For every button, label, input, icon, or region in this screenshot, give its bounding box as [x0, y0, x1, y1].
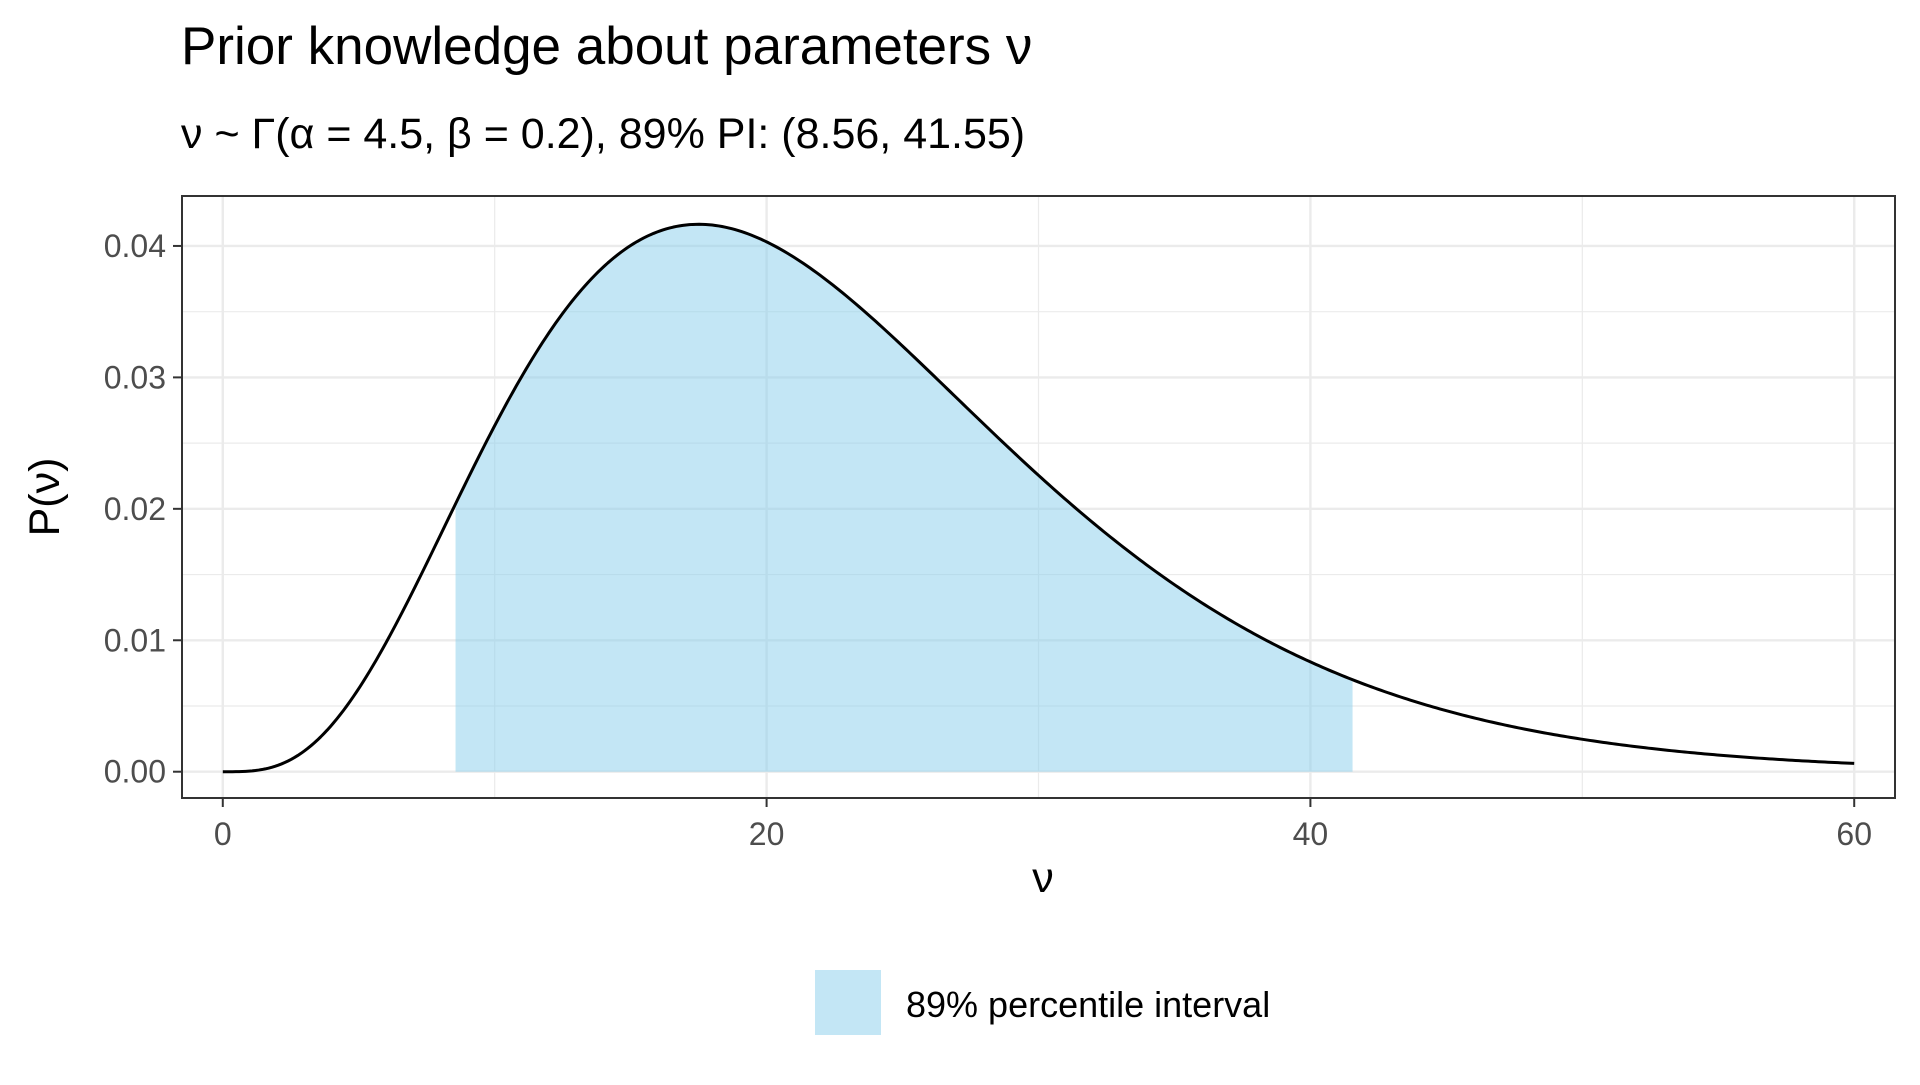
axis-layer: 0 20 40 60 0.00 0.01 0.02 0.03 0.04 [104, 228, 1872, 852]
legend-label: 89% percentile interval [906, 984, 1270, 1025]
legend: 89% percentile interval [815, 970, 1270, 1035]
x-tick-label: 0 [214, 816, 232, 852]
interval-area [455, 224, 1353, 772]
x-axis-title: ν [1032, 854, 1054, 902]
y-tick-label: 0.04 [104, 228, 166, 264]
y-axis-title: P(ν) [21, 458, 69, 537]
chart-title: Prior knowledge about parameters ν [181, 17, 1032, 76]
x-tick-label: 40 [1293, 816, 1329, 852]
y-tick-label: 0.00 [104, 754, 166, 790]
data-layer [222, 222, 1855, 774]
y-tick-label: 0.02 [104, 491, 166, 527]
plot-panel-border [181, 195, 1896, 799]
density-curve [222, 222, 1855, 774]
y-tick-label: 0.03 [104, 359, 166, 395]
legend-key [815, 970, 881, 1035]
chart-subtitle: ν ~ Γ(α = 4.5, β = 0.2), 89% PI: (8.56, … [181, 110, 1025, 158]
x-tick-label: 60 [1836, 816, 1872, 852]
y-tick-label: 0.01 [104, 622, 166, 658]
x-tick-label: 20 [749, 816, 785, 852]
